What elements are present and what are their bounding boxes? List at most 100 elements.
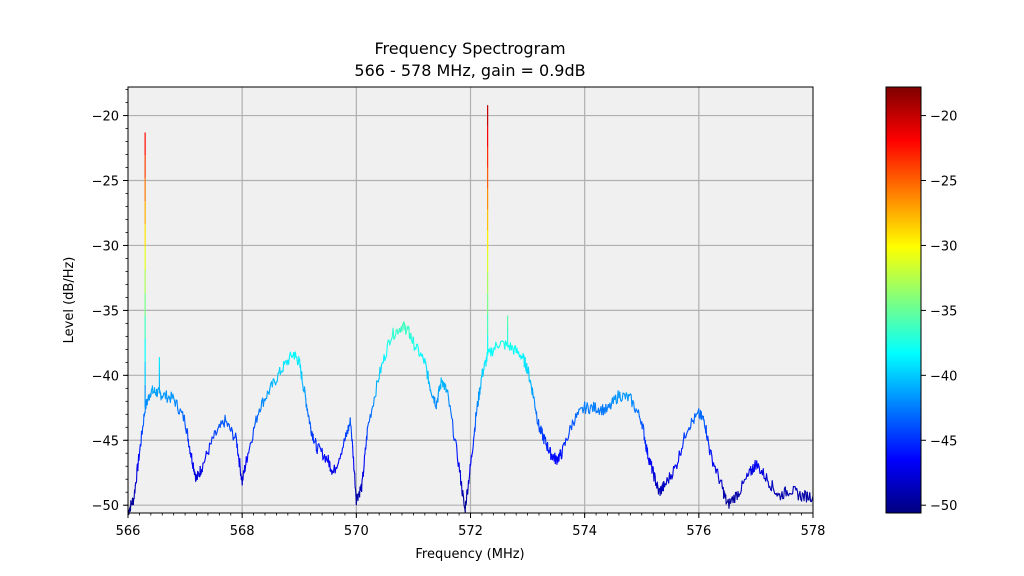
- series-segment: [672, 466, 675, 477]
- series-segment: [561, 445, 564, 459]
- x-tick-label: 572: [458, 524, 483, 539]
- series-segment: [771, 480, 774, 489]
- series-segment: [621, 392, 624, 401]
- series-segment: [228, 423, 231, 430]
- series-segment: [671, 475, 674, 480]
- series-segment: [341, 447, 344, 455]
- series-segment: [740, 480, 743, 492]
- series-segment: [417, 347, 420, 357]
- series-segment: [370, 408, 373, 418]
- series-segment: [208, 442, 211, 455]
- colorbar-tick-label: −20: [930, 110, 957, 125]
- series-segment: [577, 408, 580, 415]
- chart-subtitle: 566 - 578 MHz, gain = 0.9dB: [354, 61, 585, 80]
- series-segment: [631, 400, 634, 408]
- y-tick-label: −45: [92, 434, 119, 449]
- series-segment: [266, 390, 269, 399]
- series-segment: [337, 457, 340, 464]
- series-segment: [421, 353, 424, 360]
- series-segment: [248, 442, 251, 449]
- series-segment: [394, 329, 397, 336]
- x-axis: 566 568 570 572 574 576 578: [116, 513, 825, 539]
- series-segment: [491, 350, 494, 357]
- series-segment: [213, 430, 215, 439]
- series-segment: [615, 394, 618, 405]
- x-tick-label: 574: [572, 524, 597, 539]
- x-tick-label: 570: [344, 524, 369, 539]
- y-axis-label: Level (dB/Hz): [62, 257, 77, 344]
- series-segment: [499, 341, 502, 347]
- series-segment: [584, 407, 587, 415]
- series-segment: [758, 466, 761, 475]
- series-segment: [415, 344, 418, 350]
- series-segment: [710, 449, 713, 457]
- series-segment: [325, 455, 328, 461]
- series-segment: [256, 414, 259, 423]
- series-segment: [606, 407, 609, 413]
- series-segment: [573, 421, 576, 427]
- series-segment: [564, 437, 567, 446]
- series-segment: [712, 462, 715, 467]
- series-segment: [262, 398, 265, 407]
- series-segment: [452, 419, 454, 437]
- series-segment: [587, 405, 590, 414]
- series-segment: [377, 377, 380, 383]
- series-segment: [174, 399, 177, 407]
- series-segment: [416, 343, 419, 349]
- series-segment: [680, 448, 683, 456]
- y-tick-label: −50: [92, 499, 119, 514]
- series-segment: [231, 426, 233, 432]
- series-segment: [786, 490, 789, 496]
- y-tick-label: −20: [92, 110, 119, 125]
- series-segment: [316, 444, 319, 455]
- y-tick-label: −40: [92, 369, 119, 384]
- grid-lines: [128, 87, 813, 513]
- series-segment: [385, 344, 388, 357]
- x-tick-label: 576: [686, 524, 711, 539]
- series-segment: [268, 387, 271, 395]
- series-segment: [799, 490, 802, 500]
- series-segment: [734, 491, 737, 504]
- y-tick-label: −35: [92, 304, 119, 319]
- series-segment: [248, 447, 251, 454]
- series-segment: [637, 409, 640, 418]
- chart-title: Frequency Spectrogram: [374, 39, 565, 58]
- series-segment: [321, 447, 324, 461]
- series-segment: [803, 490, 806, 502]
- series-segment: [598, 410, 601, 415]
- series-segment: [367, 421, 370, 427]
- series-segment: [678, 450, 681, 456]
- colorbar-tick-label: −30: [930, 239, 957, 254]
- series-segment: [375, 380, 378, 397]
- series-segment: [222, 419, 224, 425]
- series-segment: [783, 487, 786, 500]
- series-segment: [231, 430, 234, 441]
- series-segment: [801, 492, 803, 502]
- series-segment: [386, 339, 389, 346]
- colorbar-tick-label: −40: [930, 369, 957, 384]
- series-segment: [809, 492, 812, 502]
- series-segment: [372, 396, 375, 407]
- series-segment: [779, 495, 782, 501]
- x-tick-label: 568: [230, 524, 255, 539]
- series-segment: [792, 485, 794, 495]
- series-segment: [633, 401, 635, 411]
- series-segment: [806, 491, 809, 501]
- series-segment: [172, 393, 175, 399]
- series-segment: [235, 432, 238, 439]
- series-segment: [412, 337, 415, 351]
- series-segment: [748, 468, 750, 476]
- series-segment: [619, 391, 622, 401]
- series-segment: [455, 439, 458, 446]
- series-segment: [260, 400, 263, 410]
- series-segment: [216, 428, 219, 434]
- series-segment: [342, 438, 345, 448]
- series-segment: [582, 408, 585, 414]
- series-segment: [610, 403, 613, 410]
- series-segment: [717, 468, 719, 478]
- series-segment: [685, 433, 688, 438]
- series-segment: [676, 462, 679, 470]
- colorbar-tick-label: −25: [930, 175, 957, 190]
